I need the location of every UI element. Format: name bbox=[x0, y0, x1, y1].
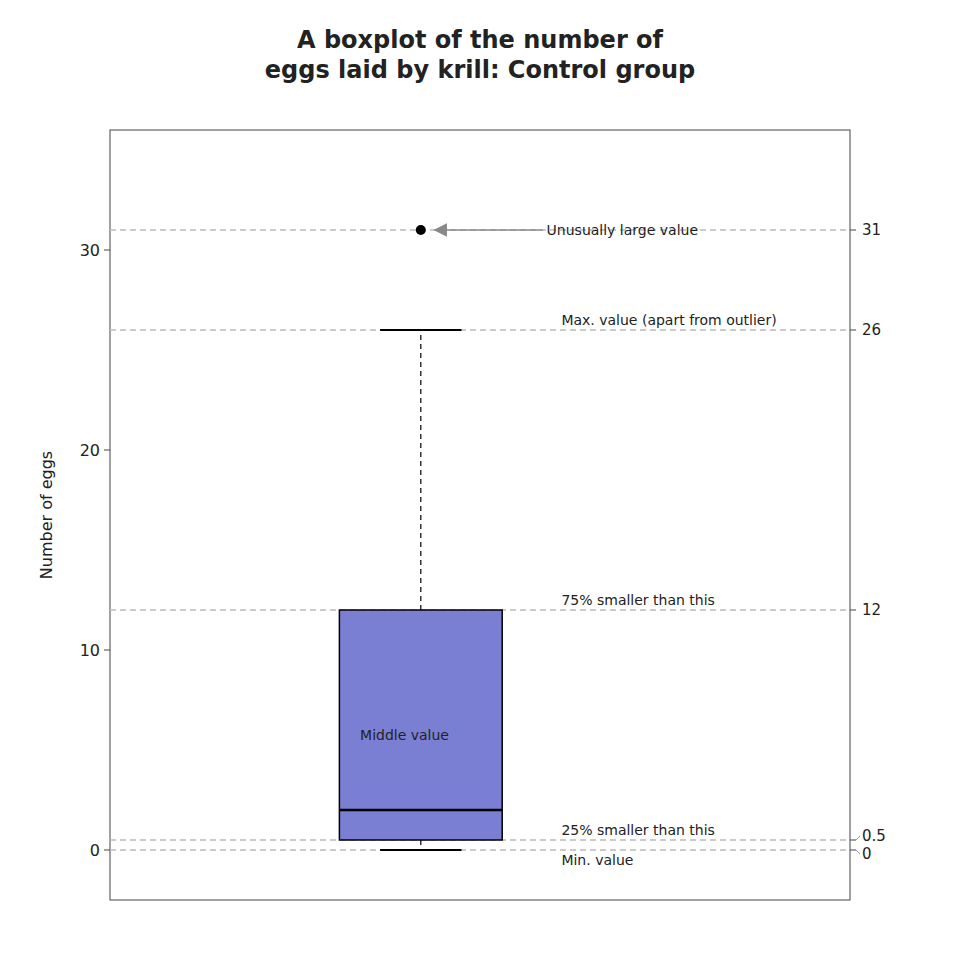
annotation-text: Min. value bbox=[561, 852, 633, 868]
y-tick-label: 20 bbox=[80, 441, 100, 460]
right-axis: 31 26 12 0.50 bbox=[850, 221, 886, 863]
y2-tick-label: 0.5 bbox=[862, 827, 886, 845]
lower-whisker bbox=[420, 840, 421, 850]
annotation-text: 25% smaller than this bbox=[561, 822, 715, 838]
y2-tick bbox=[850, 330, 856, 331]
y2-tick-leader bbox=[856, 850, 860, 854]
annotation-text: 75% smaller than this bbox=[561, 592, 715, 608]
y2-tick bbox=[850, 610, 856, 611]
reference-line bbox=[110, 329, 850, 330]
plot-frame bbox=[110, 130, 850, 900]
box-label: Middle value bbox=[360, 727, 449, 743]
left-axis: 0 10 20 30 bbox=[80, 241, 110, 860]
y2-tick-label: 31 bbox=[862, 221, 881, 239]
y-tick bbox=[104, 850, 110, 851]
outlier bbox=[416, 225, 426, 235]
plot-area bbox=[110, 225, 850, 850]
upper-whisker bbox=[420, 330, 421, 610]
annotations: Middle value Unusually large value Max. va… bbox=[360, 222, 777, 868]
chart-container: A boxplot of the number ofeggs laid by k… bbox=[0, 0, 960, 960]
y-axis-label: Number of eggs bbox=[37, 451, 56, 579]
annotation-text: Unusually large value bbox=[547, 222, 698, 238]
title: A boxplot of the number ofeggs laid by k… bbox=[265, 26, 695, 84]
y2-tick-label: 26 bbox=[862, 321, 881, 339]
reference-line bbox=[110, 849, 850, 850]
upper-cap bbox=[380, 329, 461, 331]
y-tick-label: 10 bbox=[80, 641, 100, 660]
y2-tick bbox=[850, 850, 856, 851]
annotation-text: Max. value (apart from outlier) bbox=[561, 312, 776, 328]
y-tick-label: 0 bbox=[90, 841, 100, 860]
reference-line bbox=[110, 229, 850, 230]
box bbox=[339, 610, 502, 840]
y-tick bbox=[104, 450, 110, 451]
y2-tick-leader bbox=[856, 836, 860, 840]
y2-tick bbox=[850, 230, 856, 231]
y2-tick-label: 0 bbox=[862, 845, 872, 863]
annotation-arrow bbox=[435, 229, 543, 231]
chart-svg: A boxplot of the number ofeggs laid by k… bbox=[0, 0, 960, 960]
y-tick bbox=[104, 250, 110, 251]
y-tick-label: 30 bbox=[80, 241, 100, 260]
y-tick bbox=[104, 650, 110, 651]
median-line bbox=[339, 809, 502, 812]
title-line: eggs laid by krill: Control group bbox=[265, 56, 695, 84]
lower-cap bbox=[380, 849, 461, 851]
y2-tick bbox=[850, 840, 856, 841]
y2-tick-label: 12 bbox=[862, 601, 881, 619]
title-line: A boxplot of the number of bbox=[297, 26, 664, 54]
